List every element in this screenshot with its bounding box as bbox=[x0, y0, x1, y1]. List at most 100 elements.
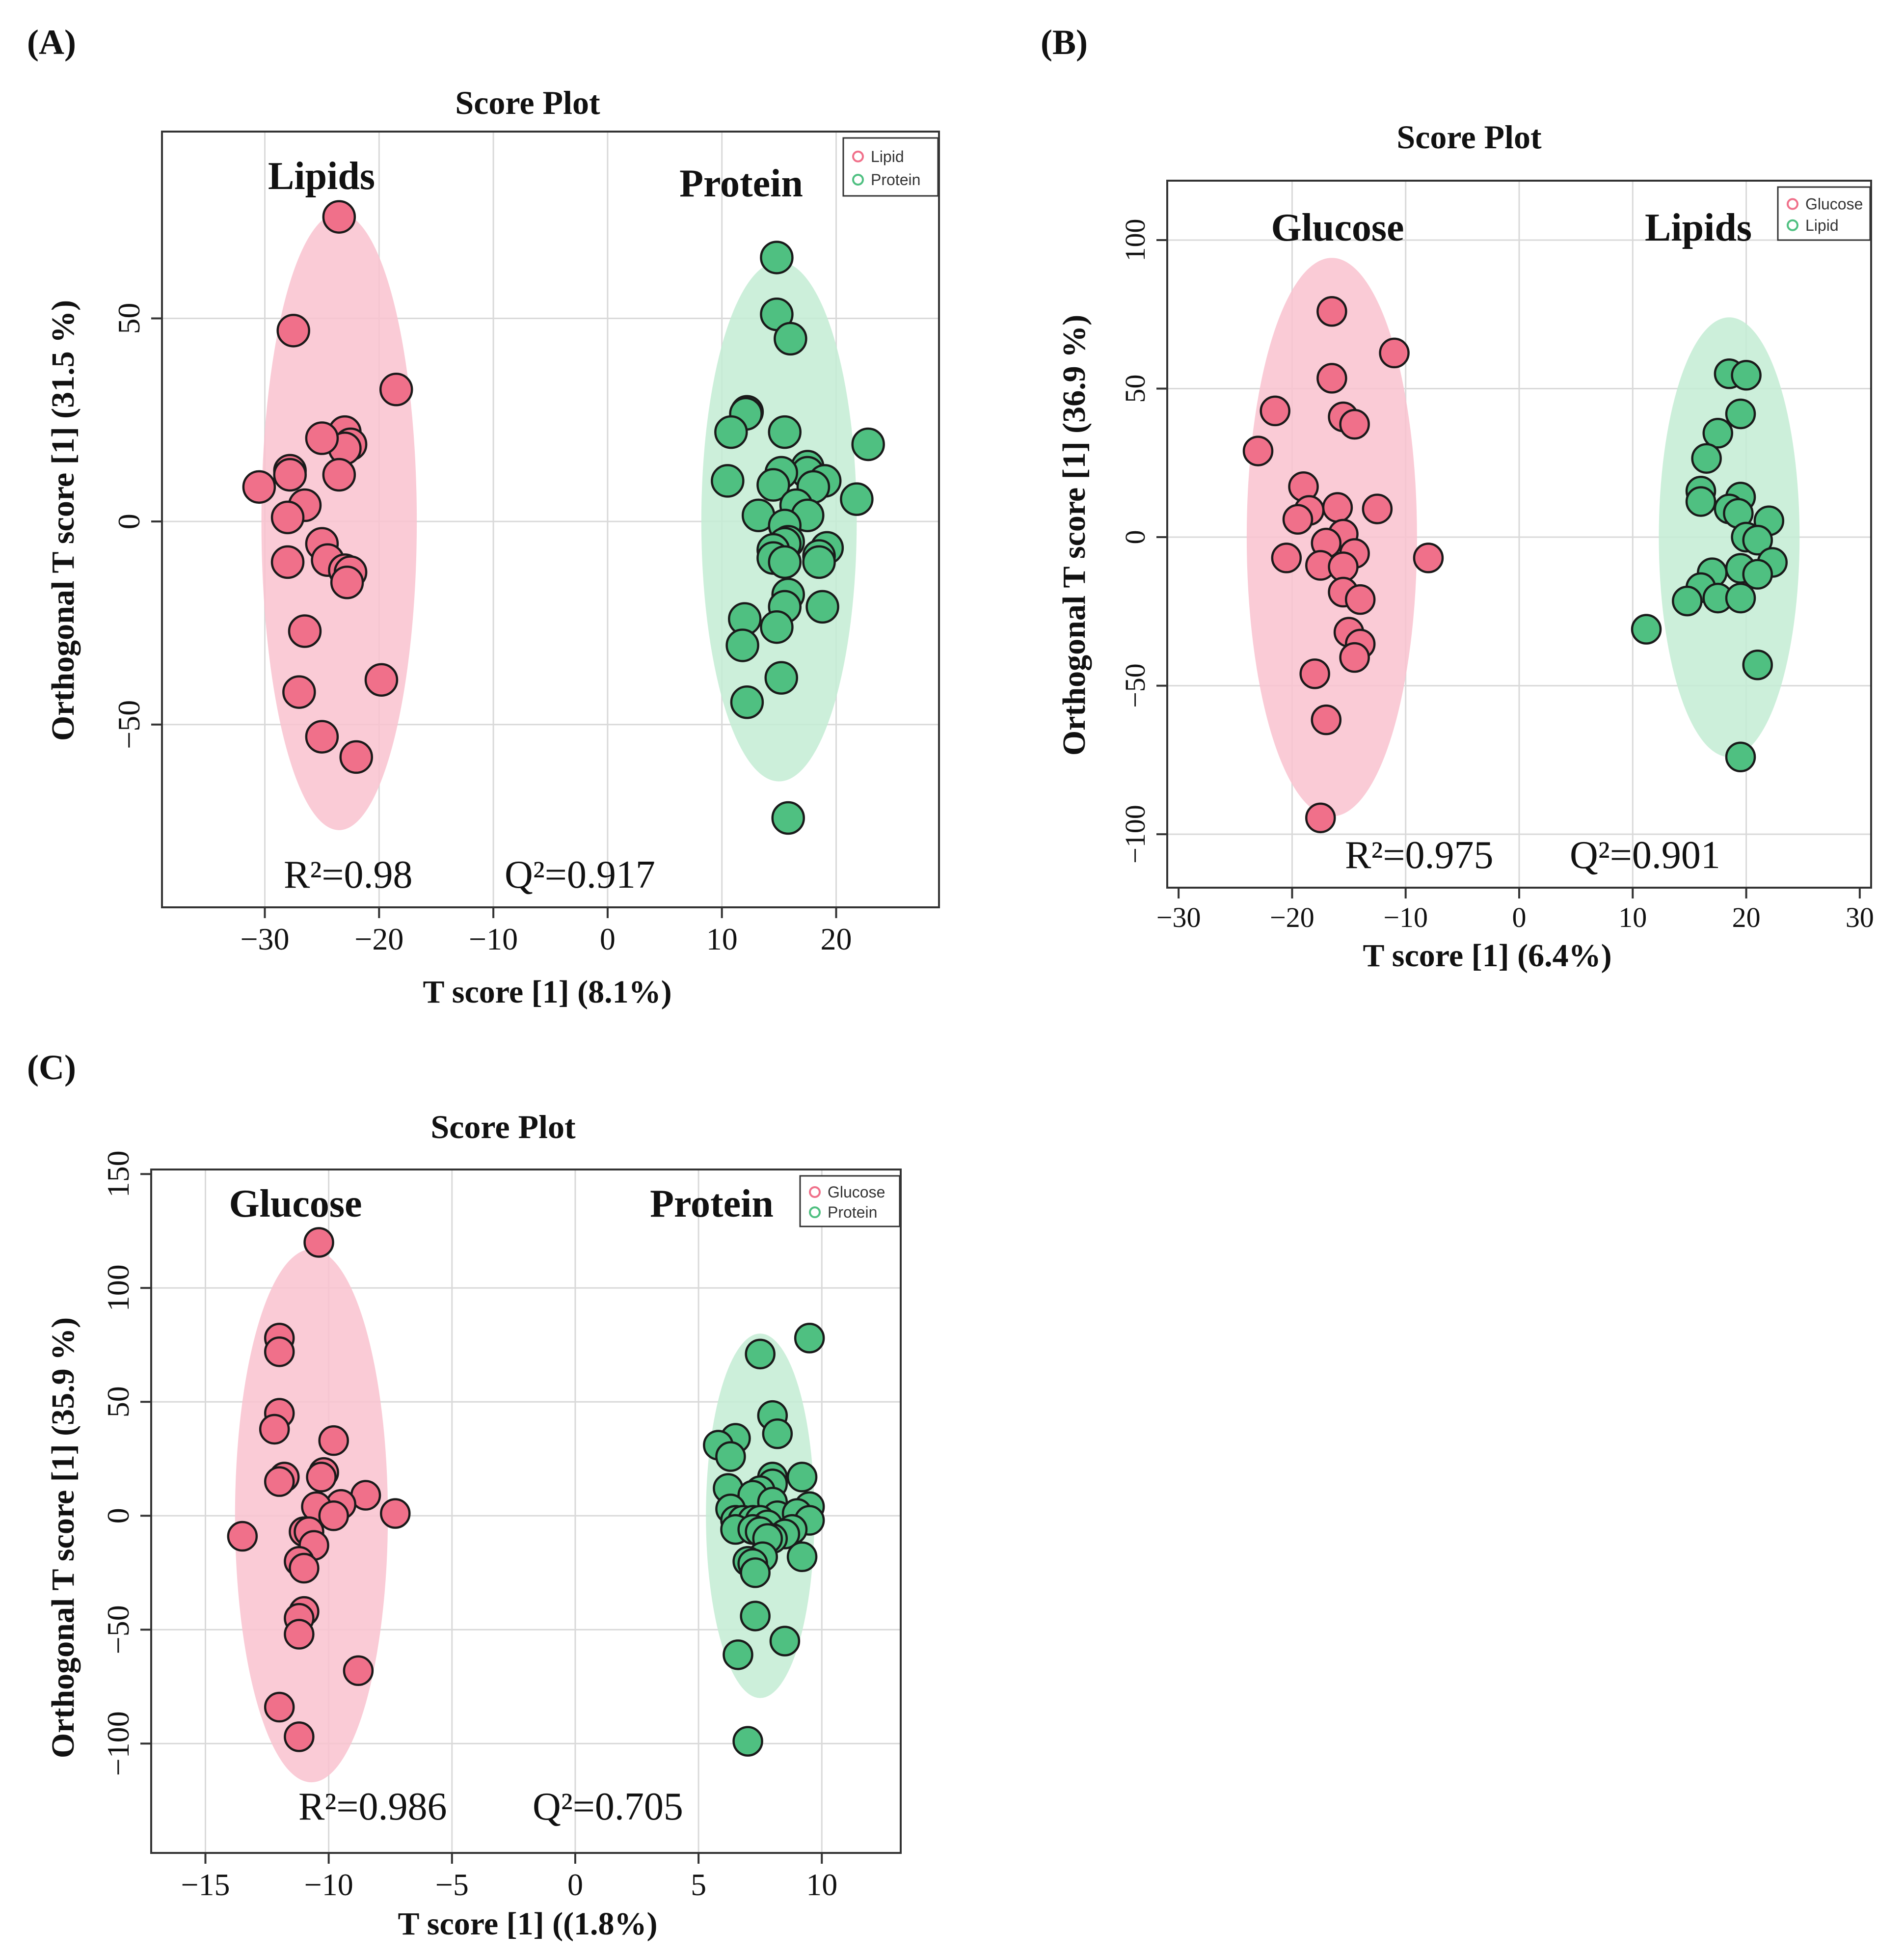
legend: Lipid Protein bbox=[842, 137, 939, 197]
x-tick-label: 20 bbox=[1732, 901, 1761, 933]
data-point-lipid bbox=[330, 565, 364, 599]
data-point-glucose bbox=[1339, 642, 1370, 673]
x-axis: −30 −20 −10 0 10 20 30 bbox=[1156, 888, 1874, 933]
data-point-lipid bbox=[242, 470, 276, 504]
q2-stat: Q²=0.705 bbox=[533, 1785, 683, 1828]
legend-box bbox=[1777, 186, 1871, 241]
legend-box bbox=[799, 1175, 901, 1227]
panel-b: (B)Score Plot−30 −20 −10 0 10 20 30−100−500501… bbox=[1041, 23, 1874, 974]
data-point-protein bbox=[794, 1323, 825, 1354]
data-point-glucose bbox=[380, 1498, 411, 1529]
x-tick-label: 5 bbox=[691, 1867, 706, 1902]
data-point-glucose bbox=[1316, 296, 1347, 327]
data-point-glucose bbox=[1362, 493, 1393, 524]
data-point-protein bbox=[730, 685, 764, 719]
y-tick-label: −50 bbox=[111, 700, 146, 749]
data-point-glucose bbox=[284, 1721, 315, 1752]
data-point-lipid bbox=[1691, 443, 1722, 474]
panel-a: (A) Score Plot −30 −20 −10 0 10 20 −50 0 50 T score… bbox=[27, 23, 940, 1010]
data-point-protein bbox=[740, 1601, 771, 1632]
data-point-lipid bbox=[276, 314, 310, 348]
x-tick-label: 0 bbox=[600, 922, 616, 956]
legend-box bbox=[842, 137, 939, 197]
y-axis-label: Orthogonal T score [1] (36.9 %) bbox=[1056, 315, 1092, 756]
y-tick-label: −50 bbox=[1119, 663, 1151, 708]
x-tick-label: −5 bbox=[435, 1867, 469, 1902]
data-point-protein bbox=[725, 628, 759, 662]
data-point-protein bbox=[768, 545, 802, 579]
series-glucose bbox=[227, 1227, 411, 1752]
panel-c: (C)Score Plot−15 −10 −5 0 5 10−100−5005010015… bbox=[27, 1048, 902, 1942]
series-lipid bbox=[242, 200, 413, 774]
series-protein bbox=[703, 1323, 825, 1757]
panel-label: (B) bbox=[1041, 23, 1088, 62]
data-point-protein bbox=[711, 464, 745, 498]
y-tick-label: −100 bbox=[101, 1711, 135, 1776]
legend-marker-lipid bbox=[1787, 219, 1798, 231]
data-point-glucose bbox=[284, 1619, 315, 1650]
legend-label: Lipid bbox=[1805, 217, 1839, 234]
data-point-protein bbox=[723, 1639, 753, 1670]
legend-marker-lipid bbox=[852, 150, 864, 163]
plot-frame bbox=[150, 1169, 902, 1854]
legend-label: Protein bbox=[871, 171, 920, 189]
data-point-glucose bbox=[1305, 802, 1336, 834]
legend: Glucose Protein bbox=[799, 1175, 901, 1227]
x-axis-label: T score [1] ((1.8%) bbox=[398, 1906, 657, 1942]
confidence-ellipse-lipid bbox=[1659, 317, 1800, 757]
data-point-protein bbox=[805, 590, 839, 624]
y-axis: −100 −50 0 50 100 150 bbox=[101, 1150, 151, 1776]
x-tick-label: −30 bbox=[240, 922, 289, 956]
group-annotation: Lipids bbox=[1645, 206, 1752, 249]
data-point-glucose bbox=[303, 1227, 334, 1258]
y-tick-label: −50 bbox=[101, 1605, 135, 1654]
x-tick-label: −10 bbox=[1383, 901, 1428, 933]
y-axis-label: Orthogonal T score [1] (35.9 %) bbox=[45, 1317, 81, 1758]
data-point-glucose bbox=[1260, 395, 1290, 427]
data-point-protein bbox=[786, 1462, 818, 1493]
data-point-protein bbox=[769, 1626, 801, 1657]
data-point-glucose bbox=[1322, 492, 1353, 523]
data-point-lipid bbox=[270, 545, 305, 579]
data-point-protein bbox=[714, 415, 748, 449]
data-point-glucose bbox=[289, 1552, 320, 1584]
x-axis: −30 −20 −10 0 10 20 bbox=[240, 907, 852, 956]
data-point-lipid bbox=[1731, 360, 1762, 391]
y-tick-label: 0 bbox=[1119, 530, 1151, 544]
data-point-glucose bbox=[1311, 704, 1342, 735]
x-axis: −15 −10 −5 0 5 10 bbox=[181, 1853, 837, 1902]
legend-marker-glucose bbox=[809, 1186, 821, 1198]
data-point-lipid bbox=[305, 720, 339, 754]
legend-label: Glucose bbox=[828, 1183, 885, 1201]
data-point-glucose bbox=[227, 1521, 258, 1552]
data-point-lipid bbox=[273, 458, 307, 492]
series-lipid bbox=[1631, 358, 1788, 773]
x-tick-label: 0 bbox=[567, 1867, 583, 1902]
q2-stat: Q²=0.917 bbox=[505, 853, 655, 897]
legend-marker-protein bbox=[852, 173, 864, 186]
data-point-protein bbox=[802, 545, 836, 579]
data-point-glucose bbox=[264, 1466, 295, 1497]
y-tick-label: 0 bbox=[101, 1508, 135, 1523]
r2-stat: R²=0.986 bbox=[298, 1785, 447, 1828]
x-tick-label: −20 bbox=[354, 922, 403, 956]
data-point-protein bbox=[786, 1541, 818, 1573]
data-point-lipid bbox=[270, 500, 305, 535]
data-point-glucose bbox=[1344, 584, 1376, 615]
panel-label: (C) bbox=[27, 1048, 76, 1087]
data-point-glucose bbox=[1413, 543, 1444, 573]
y-axis: −50 0 50 bbox=[111, 303, 162, 749]
group-annotation: Lipids bbox=[268, 155, 375, 198]
data-point-glucose bbox=[1242, 435, 1274, 466]
data-point-lipid bbox=[339, 740, 373, 774]
chart-title: Score Plot bbox=[430, 1108, 576, 1145]
data-point-lipid bbox=[322, 458, 356, 492]
legend-label: Protein bbox=[828, 1203, 877, 1221]
data-point-lipid bbox=[282, 675, 316, 709]
series-glucose bbox=[1242, 296, 1444, 834]
data-point-protein bbox=[732, 1726, 763, 1757]
data-point-lipid bbox=[1702, 418, 1734, 449]
x-axis-label: T score [1] (8.1%) bbox=[423, 974, 671, 1010]
y-axis: −100 −50 0 50 100 bbox=[1119, 219, 1167, 864]
